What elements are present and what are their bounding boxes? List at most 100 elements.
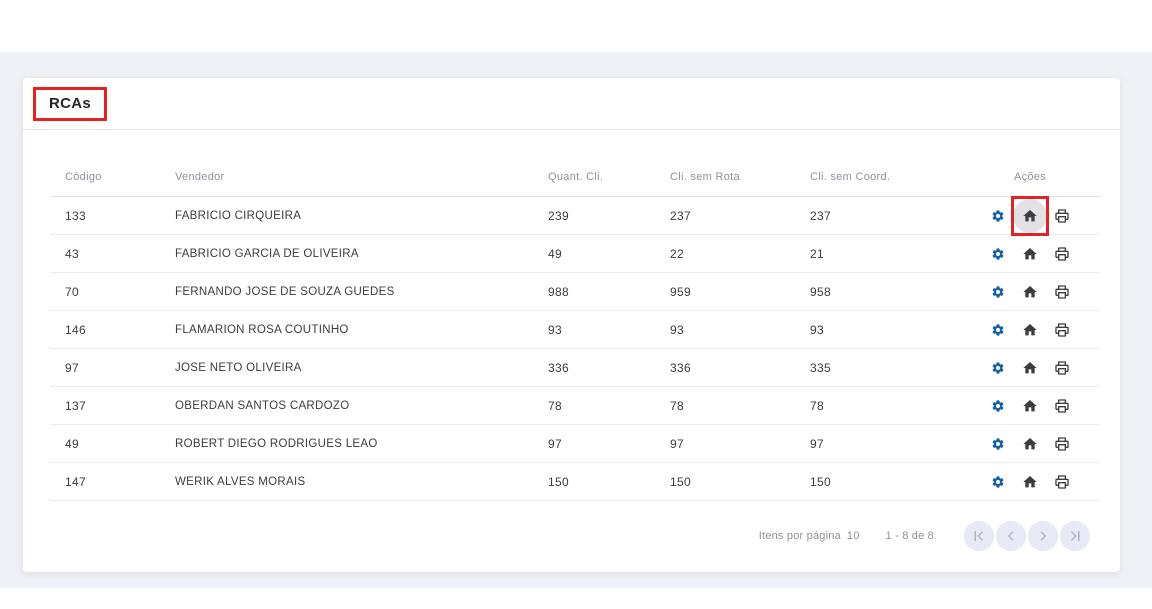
home-icon [1022, 246, 1038, 262]
last-page-button[interactable] [1060, 521, 1090, 551]
cell-cli-sem-rota: 150 [670, 474, 691, 489]
content-background: RCAs Código Vendedor Quant. Cli. Cli. se… [0, 52, 1152, 588]
settings-button[interactable] [986, 432, 1010, 456]
gear-icon [991, 475, 1005, 489]
home-button[interactable] [1018, 356, 1042, 380]
home-button[interactable] [1018, 432, 1042, 456]
cell-codigo: 43 [65, 246, 79, 261]
home-icon [1022, 436, 1038, 452]
rcas-card: RCAs Código Vendedor Quant. Cli. Cli. se… [23, 78, 1120, 572]
gear-icon [991, 247, 1005, 261]
row-actions [985, 356, 1075, 380]
pager-buttons [964, 521, 1090, 551]
cell-cli-sem-rota: 959 [670, 284, 691, 299]
table-row: 97 JOSE NETO OLIVEIRA 336 336 335 [50, 349, 1100, 387]
annotation-box-title: RCAs [33, 86, 108, 121]
cell-vendedor: WERIK ALVES MORAIS [175, 475, 306, 488]
cell-codigo: 137 [65, 398, 86, 413]
cell-cli-sem-rota: 237 [670, 208, 691, 223]
gear-icon [991, 285, 1005, 299]
printer-icon [1054, 360, 1070, 376]
table-header-row: Código Vendedor Quant. Cli. Cli. sem Rot… [50, 158, 1100, 197]
gear-icon [991, 209, 1005, 223]
printer-icon [1054, 398, 1070, 414]
settings-button[interactable] [986, 356, 1010, 380]
page-size-select[interactable]: 10 [846, 530, 860, 542]
print-button[interactable] [1050, 318, 1074, 342]
settings-button[interactable] [986, 318, 1010, 342]
gear-icon [991, 361, 1005, 375]
cell-cli-sem-coord: 150 [810, 474, 831, 489]
cell-quant-cli: 97 [548, 436, 562, 451]
print-button[interactable] [1050, 470, 1074, 494]
printer-icon [1054, 322, 1070, 338]
row-actions [985, 394, 1075, 418]
print-button[interactable] [1050, 394, 1074, 418]
cell-cli-sem-rota: 78 [670, 398, 684, 413]
items-per-page-label: Itens por página [758, 530, 841, 542]
cell-quant-cli: 988 [548, 284, 569, 299]
home-icon [1022, 360, 1038, 376]
cell-quant-cli: 239 [548, 208, 569, 223]
cell-vendedor: FABRICIO GARCIA DE OLIVEIRA [175, 247, 359, 260]
settings-button[interactable] [986, 280, 1010, 304]
home-button[interactable] [1018, 242, 1042, 266]
print-button[interactable] [1050, 242, 1074, 266]
cell-cli-sem-coord: 93 [810, 322, 824, 337]
previous-page-button[interactable] [996, 521, 1026, 551]
print-button[interactable] [1050, 432, 1074, 456]
home-icon [1022, 398, 1038, 414]
print-button[interactable] [1050, 356, 1074, 380]
table-row: 146 FLAMARION ROSA COUTINHO 93 93 93 [50, 311, 1100, 349]
cell-cli-sem-coord: 78 [810, 398, 824, 413]
last-page-icon [1066, 527, 1084, 545]
cell-vendedor: FLAMARION ROSA COUTINHO [175, 323, 349, 336]
row-actions [985, 432, 1075, 456]
gear-icon [991, 437, 1005, 451]
gear-icon [991, 323, 1005, 337]
cell-quant-cli: 93 [548, 322, 562, 337]
settings-button[interactable] [986, 470, 1010, 494]
cell-vendedor: FABRICIO CIRQUEIRA [175, 209, 302, 222]
print-button[interactable] [1050, 280, 1074, 304]
column-header-codigo: Código [65, 171, 102, 183]
cell-cli-sem-coord: 21 [810, 246, 824, 261]
first-page-button[interactable] [964, 521, 994, 551]
column-header-quant-cli: Quant. Cli. [548, 171, 604, 183]
row-actions [985, 242, 1075, 266]
row-actions [985, 470, 1075, 494]
cell-cli-sem-coord: 97 [810, 436, 824, 451]
print-button[interactable] [1050, 204, 1074, 228]
cell-cli-sem-coord: 335 [810, 360, 831, 375]
cell-codigo: 49 [65, 436, 79, 451]
settings-button[interactable] [986, 394, 1010, 418]
cell-quant-cli: 78 [548, 398, 562, 413]
table-row: 147 WERIK ALVES MORAIS 150 150 150 [50, 463, 1100, 501]
cell-vendedor: ROBERT DIEGO RODRIGUES LEAO [175, 437, 378, 450]
table-row: 43 FABRICIO GARCIA DE OLIVEIRA 49 22 21 [50, 235, 1100, 273]
home-icon [1022, 208, 1038, 224]
printer-icon [1054, 246, 1070, 262]
cell-cli-sem-rota: 97 [670, 436, 684, 451]
settings-button[interactable] [986, 204, 1010, 228]
home-button[interactable] [1018, 280, 1042, 304]
cell-quant-cli: 336 [548, 360, 569, 375]
table-row: 137 OBERDAN SANTOS CARDOZO 78 78 78 [50, 387, 1100, 425]
home-button[interactable] [1011, 195, 1049, 236]
paginator: Itens por página 10 1 - 8 de 8 [23, 501, 1120, 571]
home-button[interactable] [1018, 394, 1042, 418]
home-button[interactable] [1018, 470, 1042, 494]
range-label: 1 - 8 de 8 [885, 530, 934, 542]
home-icon [1022, 284, 1038, 300]
home-button[interactable] [1018, 318, 1042, 342]
gear-icon [991, 399, 1005, 413]
settings-button[interactable] [986, 242, 1010, 266]
printer-icon [1054, 208, 1070, 224]
cell-cli-sem-rota: 93 [670, 322, 684, 337]
cell-cli-sem-coord: 237 [810, 208, 831, 223]
home-icon [1022, 322, 1038, 338]
cell-codigo: 97 [65, 360, 79, 375]
next-page-button[interactable] [1028, 521, 1058, 551]
page-title: RCAs [49, 94, 92, 112]
cell-vendedor: JOSE NETO OLIVEIRA [175, 361, 302, 374]
